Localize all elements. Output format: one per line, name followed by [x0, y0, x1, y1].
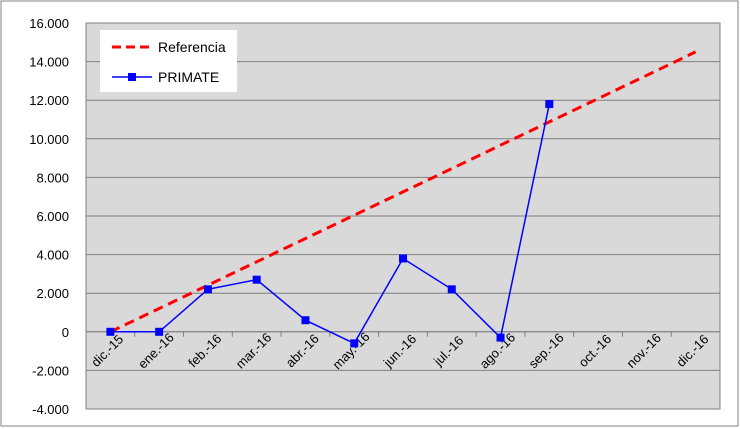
- data-point: [301, 316, 310, 325]
- data-point: [203, 285, 212, 294]
- y-tick-label: 8.000: [36, 170, 69, 185]
- y-tick-label: 16.000: [29, 16, 69, 31]
- series-group: [106, 50, 697, 348]
- data-point: [106, 327, 115, 336]
- series-line-referencia: [109, 50, 697, 334]
- y-tick-label: 14.000: [29, 55, 69, 70]
- y-tick-label: 0: [62, 325, 69, 340]
- legend: Referencia PRIMATE: [100, 30, 237, 92]
- legend-label-referencia: Referencia: [158, 39, 226, 55]
- legend-box: [100, 30, 237, 92]
- legend-marker-primate: [128, 73, 136, 81]
- series-line-primate: [110, 103, 551, 345]
- y-tick-label: 12.000: [29, 93, 69, 108]
- data-point: [350, 339, 359, 348]
- data-point: [447, 285, 456, 294]
- y-tick-label: -4.000: [32, 402, 69, 417]
- y-tick-label: -2.000: [32, 363, 69, 378]
- data-point: [496, 333, 505, 342]
- y-tick-label: 2.000: [36, 286, 69, 301]
- y-tick-label: 10.000: [29, 132, 69, 147]
- y-tick-label: 6.000: [36, 209, 69, 224]
- y-axis-tick-labels: -4.000 -2.000 0 2.000 4.000 6.000 8.000 10.000 1…: [29, 16, 69, 417]
- data-point: [399, 254, 407, 263]
- data-point: [155, 327, 164, 336]
- legend-label-primate: PRIMATE: [158, 69, 219, 85]
- data-point: [545, 100, 554, 109]
- data-point: [252, 275, 261, 284]
- y-tick-label: 4.000: [36, 248, 69, 263]
